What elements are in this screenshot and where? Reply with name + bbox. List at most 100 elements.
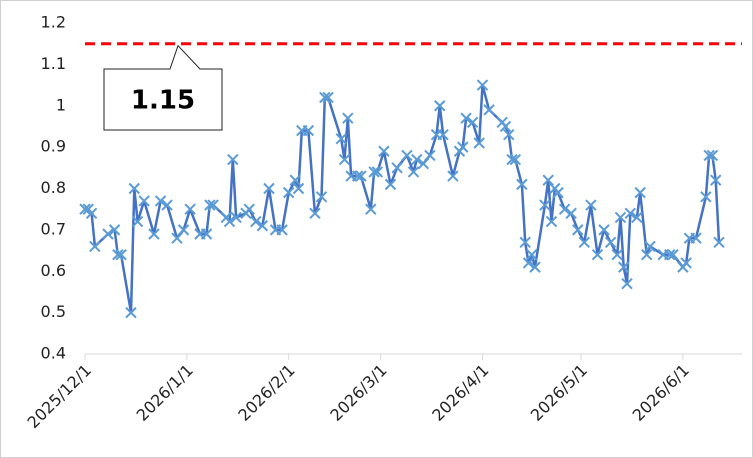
marker-stroke bbox=[315, 191, 328, 203]
marker-stroke bbox=[411, 153, 423, 166]
y-tick-label: 1 bbox=[56, 95, 66, 114]
point-marker bbox=[79, 203, 91, 215]
marker-stroke bbox=[227, 153, 239, 166]
point-marker bbox=[509, 153, 522, 166]
point-marker bbox=[703, 149, 715, 162]
point-marker bbox=[289, 174, 301, 186]
point-marker bbox=[223, 215, 236, 228]
marker-stroke bbox=[460, 112, 472, 124]
marker-stroke bbox=[138, 195, 150, 207]
marker-stroke bbox=[703, 149, 715, 162]
point-marker bbox=[407, 166, 420, 178]
point-marker bbox=[378, 145, 390, 157]
marker-stroke bbox=[338, 153, 351, 166]
point-marker bbox=[526, 248, 538, 261]
marker-stroke bbox=[204, 199, 216, 211]
marker-stroke bbox=[509, 153, 522, 166]
marker-stroke bbox=[276, 224, 288, 236]
point-marker bbox=[460, 112, 472, 124]
point-marker bbox=[578, 236, 591, 248]
point-marker bbox=[437, 129, 449, 141]
marker-stroke bbox=[700, 191, 712, 203]
point-marker bbox=[335, 133, 347, 145]
point-marker bbox=[315, 191, 328, 203]
point-marker bbox=[417, 157, 430, 170]
point-marker bbox=[128, 182, 140, 195]
point-marker bbox=[664, 248, 676, 261]
marker-stroke bbox=[112, 248, 124, 261]
marker-stroke bbox=[578, 236, 591, 248]
point-marker bbox=[473, 137, 485, 149]
marker-stroke bbox=[292, 182, 305, 195]
marker-stroke bbox=[289, 174, 301, 186]
point-marker bbox=[447, 170, 459, 182]
point-marker bbox=[391, 162, 403, 174]
marker-stroke bbox=[611, 248, 623, 261]
point-marker bbox=[631, 211, 643, 224]
marker-stroke bbox=[519, 236, 531, 248]
marker-stroke bbox=[539, 199, 551, 211]
marker-stroke bbox=[302, 124, 315, 137]
marker-stroke bbox=[572, 224, 584, 236]
point-marker bbox=[644, 240, 656, 253]
marker-stroke bbox=[506, 153, 518, 166]
point-marker bbox=[604, 236, 617, 248]
marker-stroke bbox=[230, 211, 242, 224]
marker-stroke bbox=[85, 207, 98, 220]
marker-stroke bbox=[473, 137, 485, 149]
marker-stroke bbox=[342, 112, 354, 124]
point-marker bbox=[700, 191, 712, 203]
y-tick-label: 0.4 bbox=[41, 344, 66, 363]
point-marker bbox=[585, 199, 597, 211]
marker-stroke bbox=[177, 224, 190, 236]
point-marker bbox=[322, 91, 334, 104]
marker-stroke bbox=[526, 248, 538, 261]
point-marker bbox=[401, 149, 413, 162]
point-marker bbox=[200, 228, 213, 240]
marker-stroke bbox=[309, 207, 321, 220]
point-marker bbox=[184, 203, 196, 215]
point-marker bbox=[634, 186, 646, 199]
point-marker bbox=[125, 306, 137, 319]
marker-stroke bbox=[148, 228, 160, 240]
point-marker bbox=[371, 166, 384, 178]
marker-stroke bbox=[207, 199, 219, 211]
callout-box bbox=[103, 44, 223, 131]
point-marker bbox=[263, 182, 275, 195]
marker-stroke bbox=[171, 232, 183, 244]
point-marker bbox=[138, 195, 150, 207]
y-tick-label: 1.2 bbox=[41, 13, 66, 32]
marker-stroke bbox=[161, 199, 173, 211]
point-marker bbox=[641, 248, 653, 261]
marker-stroke bbox=[243, 203, 255, 215]
marker-stroke bbox=[223, 215, 236, 228]
point-marker bbox=[483, 104, 495, 116]
point-marker bbox=[611, 248, 623, 261]
y-tick-label: 0.5 bbox=[41, 302, 66, 321]
marker-stroke bbox=[125, 306, 137, 319]
point-marker bbox=[434, 100, 446, 112]
point-marker bbox=[516, 178, 528, 191]
point-marker bbox=[319, 91, 331, 104]
marker-stroke bbox=[529, 261, 541, 273]
point-marker bbox=[204, 199, 216, 211]
marker-stroke bbox=[417, 157, 430, 170]
marker-stroke bbox=[516, 178, 528, 191]
marker-stroke bbox=[664, 248, 676, 261]
point-marker bbox=[112, 248, 124, 261]
point-marker bbox=[171, 232, 183, 244]
point-marker bbox=[115, 248, 127, 261]
point-marker bbox=[710, 174, 722, 186]
marker-stroke bbox=[641, 248, 653, 261]
point-marker bbox=[243, 203, 255, 215]
marker-stroke bbox=[558, 203, 571, 215]
marker-stroke bbox=[200, 228, 213, 240]
point-marker bbox=[131, 215, 144, 228]
marker-stroke bbox=[690, 232, 702, 244]
point-marker bbox=[384, 178, 397, 191]
point-marker bbox=[621, 277, 633, 290]
marker-stroke bbox=[565, 207, 577, 220]
point-marker bbox=[522, 257, 535, 269]
marker-stroke bbox=[115, 248, 127, 261]
